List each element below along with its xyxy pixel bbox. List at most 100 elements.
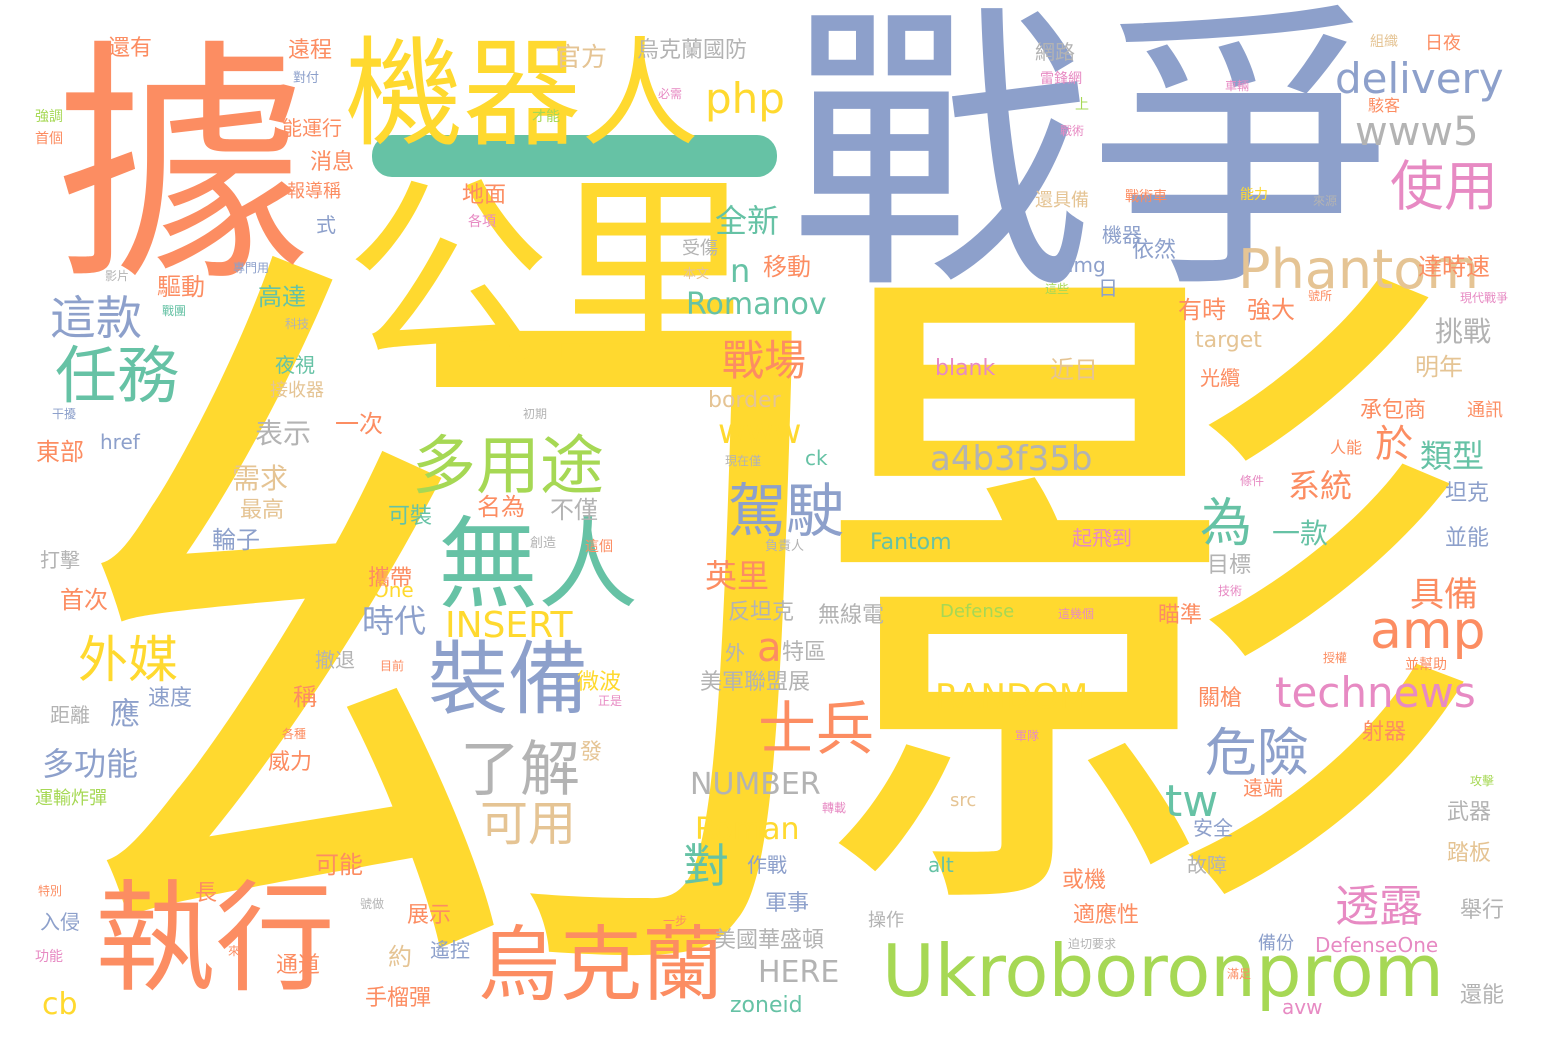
word: 戰術 xyxy=(1060,124,1085,138)
word: technews xyxy=(1275,668,1476,717)
word: 可裝 xyxy=(388,504,433,529)
word: 約 xyxy=(388,943,412,971)
word: 車輛 xyxy=(1225,79,1250,93)
word: 雷鋒網 xyxy=(1040,71,1082,87)
word: 戰術車 xyxy=(1125,189,1167,205)
word: 攜帶 xyxy=(368,566,413,591)
word: 作戰 xyxy=(747,853,787,877)
word: 運輸炸彈 xyxy=(35,788,107,809)
word: Phantom xyxy=(1238,238,1479,301)
word: 不僅 xyxy=(550,496,598,524)
word: 機器人 xyxy=(345,25,700,163)
word: 美國華盛頓 xyxy=(714,928,825,953)
word: amp xyxy=(1370,601,1486,661)
word: img xyxy=(1068,253,1106,277)
word: www5 xyxy=(1355,109,1479,155)
word: 舉行 xyxy=(1460,898,1505,923)
word: 驅動 xyxy=(157,273,205,301)
word: 有時 xyxy=(1178,296,1226,324)
word: 目前 xyxy=(380,659,405,673)
word: 報導稱 xyxy=(287,181,341,202)
word: 機器 xyxy=(1102,223,1142,247)
word: zoneid xyxy=(730,993,803,1018)
word: 還能 xyxy=(1460,983,1505,1008)
word: 全新 xyxy=(715,202,780,240)
word: 消息 xyxy=(310,150,355,175)
word: 並幫助 xyxy=(1405,657,1447,673)
word: 通訊 xyxy=(1467,400,1503,421)
word: 遠端 xyxy=(1243,776,1283,800)
word: 能運行 xyxy=(282,116,342,140)
word: 英里 xyxy=(705,557,770,595)
word: 迫切要求 xyxy=(1068,937,1117,951)
word: 承包商 xyxy=(1360,398,1427,423)
word: 強調 xyxy=(35,109,63,125)
word: 授權 xyxy=(1323,651,1348,665)
word: 速度 xyxy=(148,686,193,711)
word: 日夜 xyxy=(1425,33,1461,54)
word: 需求 xyxy=(232,462,289,495)
word: 高達 xyxy=(258,283,306,311)
word: DefenseOne xyxy=(1315,933,1439,957)
word: 現在僅 xyxy=(725,454,762,468)
word: 坦克 xyxy=(1445,481,1490,506)
word: blank xyxy=(935,356,996,381)
word: 多功能 xyxy=(42,745,139,783)
word: 打擊 xyxy=(40,548,80,572)
word: 才能 xyxy=(532,109,560,125)
word: 輪子 xyxy=(212,526,260,554)
word: 最高 xyxy=(240,498,285,523)
word: 東部 xyxy=(36,438,84,466)
word: 科技 xyxy=(285,317,310,331)
word: 近日 xyxy=(1050,356,1098,384)
word: 任務 xyxy=(55,339,180,412)
word: 一次 xyxy=(335,410,383,438)
word: 駭客 xyxy=(1368,96,1401,115)
word: 號所 xyxy=(1308,289,1333,303)
word: 這些 xyxy=(1045,282,1070,296)
word: 正是 xyxy=(598,694,623,708)
word: 烏克蘭 xyxy=(478,918,725,1013)
word: 受傷 xyxy=(682,238,718,259)
word: 射器 xyxy=(1362,720,1407,745)
word: 烏克蘭國防 xyxy=(637,38,748,63)
word: tw xyxy=(1165,776,1219,827)
word: 對付 xyxy=(293,71,320,86)
word: 滿足 xyxy=(1227,967,1252,981)
word: 技術 xyxy=(1218,584,1243,598)
word: 外媒 xyxy=(78,631,178,689)
dash-decoration xyxy=(372,135,777,177)
word: Defense xyxy=(940,601,1015,622)
word: 備份 xyxy=(1258,933,1294,954)
word: 撤退 xyxy=(315,648,355,672)
word: 危險 xyxy=(1205,724,1310,784)
word: 手榴彈 xyxy=(365,986,432,1011)
word: 各種 xyxy=(282,727,307,741)
word: 起飛到 xyxy=(1072,526,1132,550)
word: 干擾 xyxy=(52,407,77,421)
word: 微波 xyxy=(577,670,622,695)
word: 首次 xyxy=(60,586,108,614)
word: 負責人 xyxy=(765,539,805,554)
word: 能力 xyxy=(1240,187,1268,203)
word: 威力 xyxy=(268,750,313,775)
word: 轉載 xyxy=(822,801,847,815)
word: 關槍 xyxy=(1198,686,1243,711)
word: 官方 xyxy=(555,43,608,73)
word: 影 xyxy=(800,203,1490,1006)
word: 了解 xyxy=(460,735,580,805)
word: 一款 xyxy=(1272,517,1329,550)
word: 還有 xyxy=(108,36,153,61)
word: 式 xyxy=(316,213,336,237)
word: 系統 xyxy=(1288,467,1353,505)
word: 發 xyxy=(580,740,603,765)
word: n xyxy=(730,252,751,290)
word: 反坦克 xyxy=(728,600,795,625)
word: 入侵 xyxy=(40,910,80,934)
word: Fantom xyxy=(870,530,952,555)
word: 操作 xyxy=(868,910,904,931)
word: 時代 xyxy=(362,602,427,640)
word: 戰團 xyxy=(162,304,187,318)
word: 遙控 xyxy=(430,938,470,962)
